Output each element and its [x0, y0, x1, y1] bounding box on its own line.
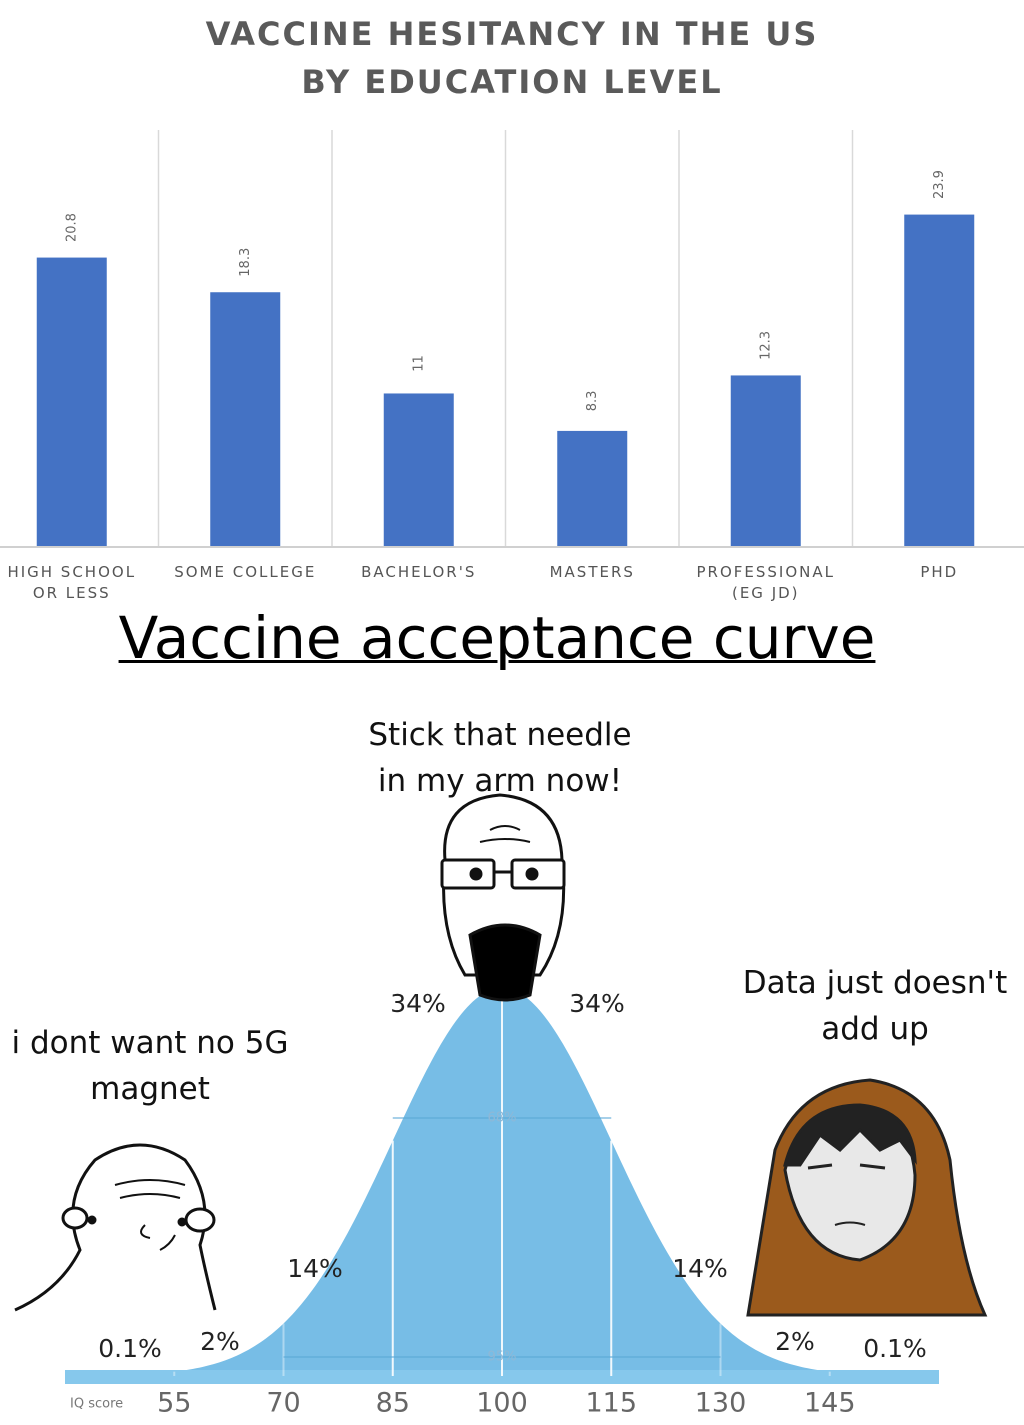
value-label: 23.9 [932, 170, 947, 199]
bar [36, 257, 107, 546]
category-label: HIGH SCHOOL OR LESS [7, 563, 137, 602]
category-label: PHD [920, 563, 959, 581]
value-label: 0.1% [863, 1334, 927, 1363]
face-right [746, 1078, 988, 1317]
face-left [14, 1143, 217, 1312]
value-label: 18.3 [238, 248, 253, 277]
bar [730, 375, 801, 546]
caption: Data just doesn't add up [742, 965, 1008, 1047]
face-center [440, 793, 566, 1002]
bar [210, 292, 281, 546]
x-tick-label: 70 [266, 1388, 300, 1419]
category-label: SOME COLLEGE [174, 563, 317, 581]
value-label: 8.3 [585, 391, 600, 412]
value-label: 20.8 [64, 213, 79, 242]
caption: i dont want no 5G magnet [11, 1025, 289, 1107]
range-label: 95% [488, 1350, 517, 1365]
x-axis-label: IQ score [70, 1397, 123, 1412]
value-label: 34% [390, 989, 446, 1018]
value-label: 14% [287, 1254, 343, 1283]
value-label: 14% [672, 1254, 728, 1283]
x-tick-label: 100 [476, 1388, 528, 1419]
range-label: 68% [488, 1111, 517, 1126]
bar [383, 393, 454, 546]
x-tick-label: 115 [585, 1388, 637, 1419]
value-label: 2% [775, 1327, 815, 1356]
chart-title: VACCINE HESITANCY IN THE US BY EDUCATION… [205, 15, 819, 101]
category-label: BACHELOR'S [361, 563, 477, 581]
axis-strip [65, 1370, 939, 1384]
category-label: MASTERS [549, 563, 635, 581]
x-tick-label: 85 [376, 1388, 410, 1419]
x-tick-label: 145 [804, 1388, 856, 1419]
value-label: 12.3 [758, 331, 773, 360]
x-tick-label: 130 [695, 1388, 747, 1419]
value-label: 0.1% [98, 1334, 162, 1363]
x-tick-label: 55 [157, 1388, 191, 1419]
bar [904, 214, 975, 546]
value-label: 2% [200, 1327, 240, 1356]
category-label: PROFESSIONAL (EG JD) [696, 563, 835, 602]
caption: Stick that needle in my arm now! [368, 717, 632, 799]
chart-title: Vaccine acceptance curve [118, 604, 876, 672]
value-label: 34% [569, 989, 625, 1018]
value-label: 11 [411, 355, 426, 372]
bar [557, 430, 628, 546]
